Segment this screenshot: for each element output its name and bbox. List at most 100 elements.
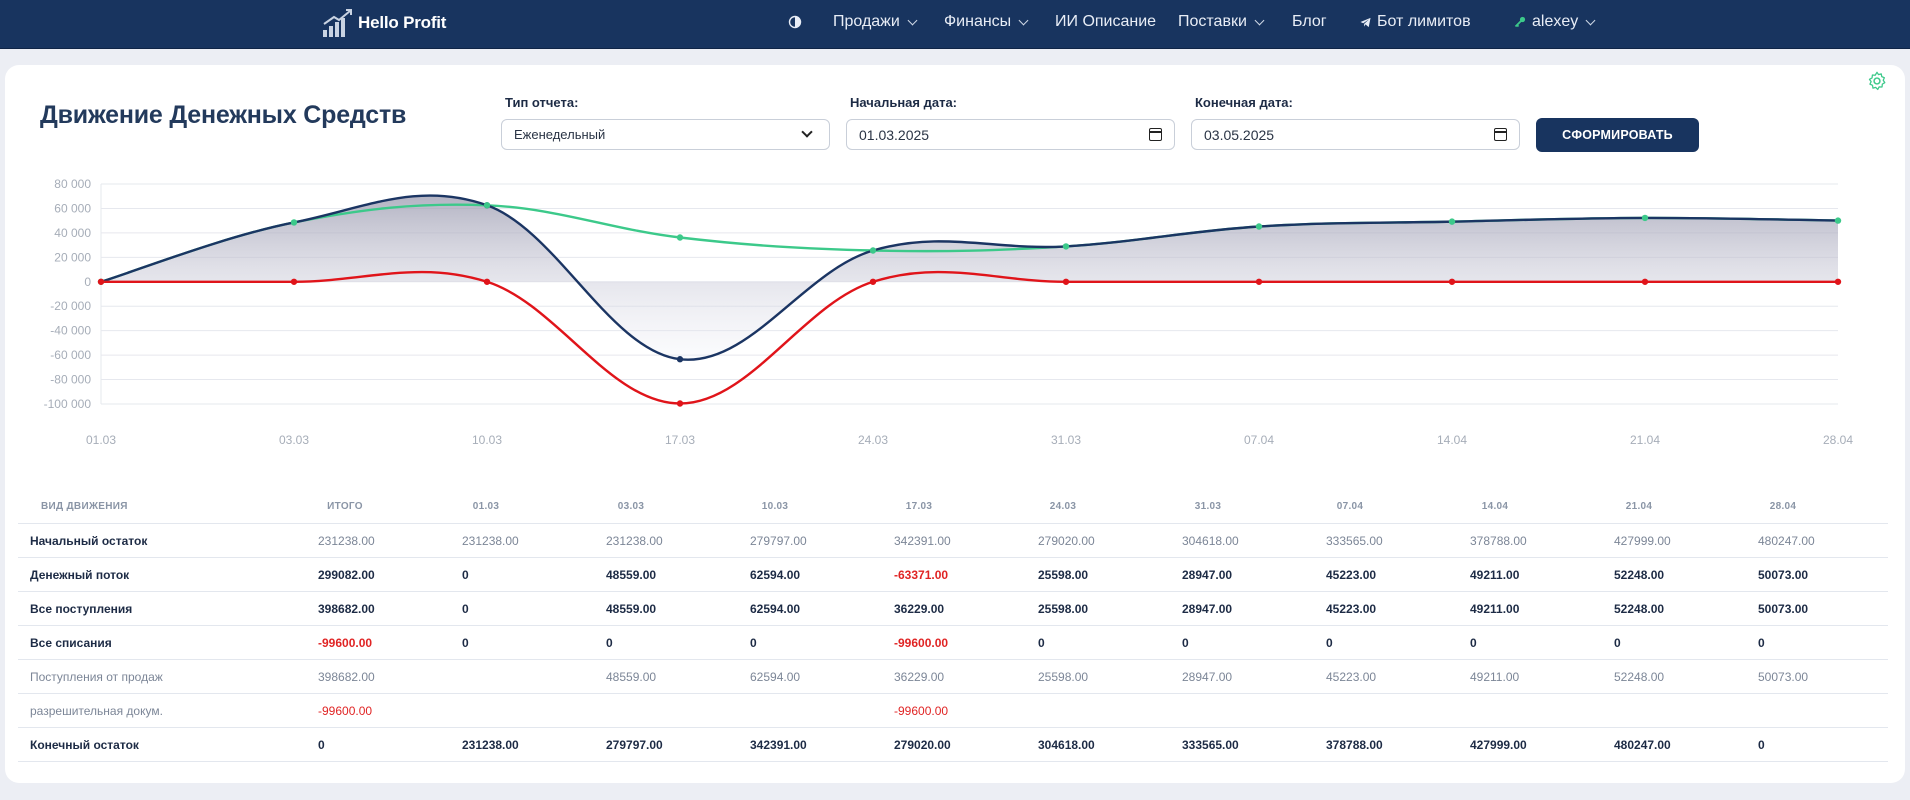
table-cell: -99600.00 — [894, 636, 949, 650]
table-cell: -99600.00 — [318, 704, 373, 718]
data-point[interactable] — [1641, 278, 1649, 285]
table-cell: 0 — [1758, 738, 1765, 752]
calendar-icon[interactable] — [1494, 128, 1507, 141]
table-cell: 279020.00 — [894, 738, 951, 752]
table-cell: -99600.00 — [318, 636, 373, 650]
brand-name: Hello Profit — [358, 13, 447, 32]
x-tick-label: 10.03 — [472, 433, 502, 447]
nav-limits-bot-label: Бот лимитов — [1377, 13, 1471, 30]
data-point[interactable] — [1448, 218, 1456, 225]
table-cell: 398682.00 — [318, 602, 375, 616]
table-cell: 45223.00 — [1326, 602, 1377, 616]
data-point[interactable] — [1641, 214, 1649, 222]
table-cell: 480247.00 — [1758, 534, 1815, 548]
row-label: Все списания — [30, 636, 112, 650]
row-label: разрешительная докум. — [30, 704, 163, 718]
calendar-icon[interactable] — [1149, 128, 1162, 141]
y-tick-label: 80 000 — [54, 177, 91, 191]
x-tick-label: 01.03 — [86, 433, 116, 447]
column-header: 21.04 — [1625, 501, 1653, 512]
table-cell: 378788.00 — [1470, 534, 1527, 548]
column-header: ВИД ДВИЖЕНИЯ — [41, 501, 128, 512]
y-tick-label: -40 000 — [50, 324, 91, 338]
cash-flow-table: ВИД ДВИЖЕНИЯ ИТОГО 01.03 03.03 10.03 17.03 24.… — [18, 490, 1888, 762]
data-point[interactable] — [1062, 243, 1070, 250]
data-point[interactable] — [1448, 278, 1456, 285]
report-type-value: Еженедельный — [514, 127, 606, 142]
table-cell: 0 — [1038, 636, 1045, 650]
start-date-input[interactable]: 01.03.2025 — [846, 119, 1175, 150]
column-header: 10.03 — [761, 501, 789, 512]
table-cell: 52248.00 — [1614, 568, 1665, 582]
report-type-select[interactable]: Еженедельный — [501, 119, 830, 150]
data-point[interactable] — [483, 278, 491, 285]
table-row: Все списания -99600.00 0 0 0 -99600.00 0 0 0 0 0 0 — [18, 626, 1888, 660]
series-line — [101, 270, 1838, 405]
data-point[interactable] — [1255, 223, 1263, 230]
column-header: 28.04 — [1769, 501, 1797, 512]
table-cell: 304618.00 — [1038, 738, 1095, 752]
nav-blog-label: Блог — [1292, 13, 1327, 30]
table-cell: 342391.00 — [894, 534, 951, 548]
cash-flow-chart: 80 000 60 000 40 000 20 000 0 -20 000 -40 000 -… — [44, 177, 1854, 447]
chart-area — [101, 195, 1838, 360]
table-cell: 25598.00 — [1038, 568, 1089, 582]
table-cell: 279797.00 — [750, 534, 807, 548]
table-cell: 50073.00 — [1758, 670, 1809, 684]
data-point[interactable] — [1834, 278, 1842, 285]
data-point[interactable] — [1062, 278, 1070, 285]
data-point[interactable] — [483, 202, 491, 209]
table-cell: 0 — [750, 636, 757, 650]
nav-finance[interactable]: Финансы — [944, 0, 1029, 44]
data-point[interactable] — [1255, 278, 1263, 285]
table-cell: 427999.00 — [1614, 534, 1671, 548]
nav-supplies[interactable]: Поставки — [1178, 0, 1265, 44]
data-point[interactable] — [290, 219, 298, 226]
column-header: 01.03 — [472, 501, 500, 512]
table-cell: 279797.00 — [606, 738, 663, 752]
table-cell: 28947.00 — [1182, 568, 1233, 582]
data-point[interactable] — [869, 247, 877, 254]
series-line — [100, 194, 1839, 361]
end-date-input[interactable]: 03.05.2025 — [1191, 119, 1520, 150]
row-label: Все поступления — [30, 602, 133, 616]
cash-flow-area — [101, 195, 1838, 360]
table-cell: -99600.00 — [894, 704, 949, 718]
nav-user-menu[interactable]: alexey — [1514, 0, 1596, 44]
table-cell: 48559.00 — [606, 670, 657, 684]
nav-ai-description[interactable]: ИИ Описание — [1055, 0, 1156, 44]
gear-icon[interactable] — [1866, 70, 1888, 92]
brand-logo[interactable]: Hello Profit — [322, 6, 446, 40]
nav-limits-bot[interactable]: Бот лимитов — [1360, 0, 1471, 44]
end-date-label: Конечная дата: — [1195, 95, 1293, 110]
table-cell: 480247.00 — [1614, 738, 1671, 752]
data-point[interactable] — [676, 356, 684, 363]
data-point[interactable] — [1834, 217, 1842, 224]
theme-toggle-icon[interactable] — [788, 0, 802, 44]
data-point[interactable] — [97, 278, 105, 285]
generate-report-button[interactable]: СФОРМИРОВАТЬ — [1536, 118, 1699, 152]
table-cell: 28947.00 — [1182, 602, 1233, 616]
table-cell: 52248.00 — [1614, 670, 1665, 684]
nav-sales[interactable]: Продажи — [833, 0, 918, 44]
data-point[interactable] — [676, 400, 684, 407]
data-point[interactable] — [290, 278, 298, 285]
x-tick-label: 07.04 — [1244, 433, 1274, 447]
x-tick-label: 03.03 — [279, 433, 309, 447]
data-point[interactable] — [869, 278, 877, 285]
page-title: Движение Денежных Средств — [40, 101, 407, 129]
data-point[interactable] — [676, 234, 684, 241]
table-cell: 52248.00 — [1614, 602, 1665, 616]
table-cell: 342391.00 — [750, 738, 807, 752]
x-tick-label: 31.03 — [1051, 433, 1081, 447]
table-cell: 62594.00 — [750, 670, 801, 684]
row-label: Поступления от продаж — [30, 670, 163, 684]
y-tick-label: 60 000 — [54, 201, 91, 215]
table-cell: 0 — [318, 738, 325, 752]
table-row: Все поступления 398682.00 0 48559.00 62594.0… — [18, 592, 1888, 626]
chart-lines — [100, 194, 1839, 405]
table-cell: 231238.00 — [462, 534, 519, 548]
nav-blog[interactable]: Блог — [1292, 0, 1327, 44]
y-tick-label: 0 — [84, 275, 91, 289]
table-cell: 378788.00 — [1326, 738, 1383, 752]
